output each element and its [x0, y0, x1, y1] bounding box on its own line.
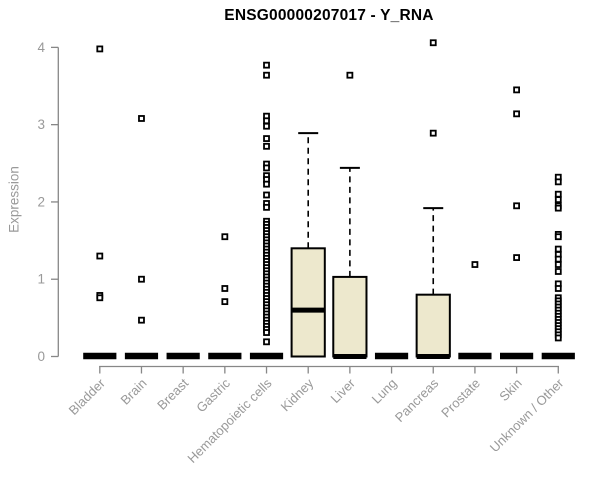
outlier-point	[96, 294, 104, 302]
x-tick-label: Gastric	[193, 375, 233, 415]
y-tick-label: 1	[37, 272, 45, 287]
outlier-point	[554, 196, 562, 204]
outlier-point	[263, 117, 270, 125]
x-tick-label: Kidney	[278, 375, 317, 414]
outlier-point	[263, 135, 270, 142]
outlier-point	[554, 268, 562, 275]
x-tick-label: Prostate	[438, 376, 483, 421]
x-tick-label: Brain	[118, 376, 150, 408]
x-tick-label: Pancreas	[392, 375, 442, 425]
x-tick-label: Unknown / Other	[487, 375, 567, 455]
box	[415, 293, 451, 358]
y-tick-label: 4	[37, 40, 45, 55]
outlier-point	[471, 261, 479, 268]
outlier-point	[513, 110, 520, 118]
outlier-point	[138, 275, 145, 283]
box	[332, 275, 368, 358]
outlier-point	[221, 233, 229, 241]
outlier-point	[429, 129, 437, 137]
outlier-point	[263, 191, 270, 199]
x-tick-label: Bladder	[66, 375, 109, 418]
outlier-point	[554, 261, 562, 268]
outlier-point	[263, 203, 270, 211]
x-tick-label: Lung	[369, 376, 400, 407]
outlier-point	[554, 245, 562, 253]
y-tick-label: 0	[37, 349, 45, 364]
outlier-point	[221, 298, 229, 306]
outlier-point	[554, 285, 562, 292]
outlier-point	[138, 115, 145, 122]
outlier-point	[429, 39, 437, 47]
outlier-point	[263, 329, 270, 336]
outlier-point	[138, 316, 145, 324]
y-tick-label: 2	[37, 194, 45, 209]
outlier-point	[263, 164, 270, 172]
outlier-point	[263, 122, 270, 130]
outlier-point	[554, 204, 562, 212]
outlier-point	[263, 71, 270, 79]
outlier-point	[554, 233, 562, 241]
outlier-point	[346, 71, 354, 79]
outlier-point	[554, 190, 562, 198]
y-tick-label: 3	[37, 117, 45, 132]
outlier-point	[513, 86, 520, 94]
x-tick-label: Breast	[154, 375, 191, 412]
outlier-point	[96, 252, 104, 260]
outlier-point	[554, 334, 562, 342]
outlier-point	[263, 338, 270, 346]
x-tick-label: Liver	[327, 375, 358, 406]
outlier-point	[221, 285, 229, 292]
outlier-point	[263, 142, 270, 150]
outlier-point	[263, 180, 270, 188]
x-tick-label: Skin	[496, 376, 524, 404]
outlier-point	[554, 178, 562, 186]
box	[290, 247, 326, 358]
outlier-point	[554, 255, 562, 263]
outlier-point	[263, 61, 270, 69]
outlier-point	[96, 45, 104, 53]
outlier-point	[513, 202, 520, 210]
chart-title: ENSG00000207017 - Y_RNA	[224, 7, 434, 24]
outlier-point	[513, 254, 520, 261]
